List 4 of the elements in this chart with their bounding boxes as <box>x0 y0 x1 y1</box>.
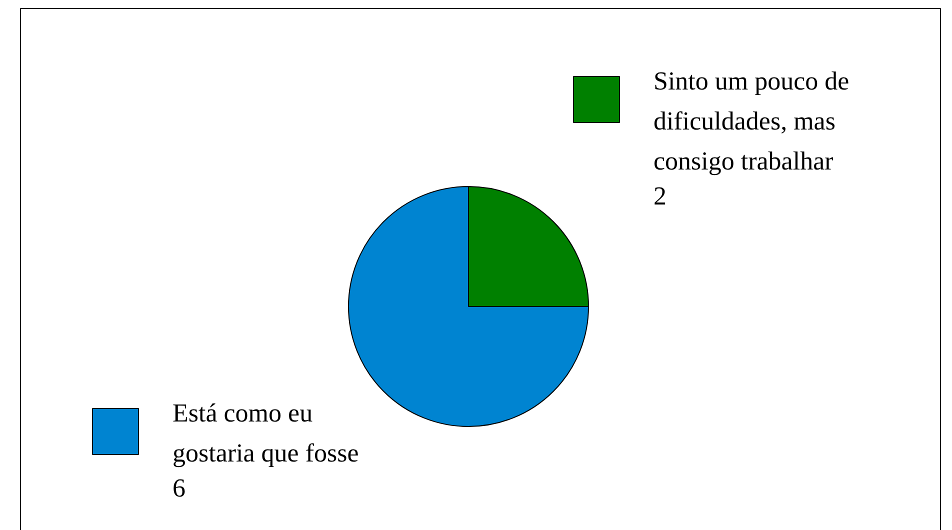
data-label: 6 <box>172 474 186 502</box>
legend-label: Sinto um pouco de dificuldades, mas consigo trabalhar <box>654 66 850 176</box>
data-label: 2 <box>654 182 666 210</box>
legend-label: Está como eu gostaria que fosse <box>172 398 359 468</box>
